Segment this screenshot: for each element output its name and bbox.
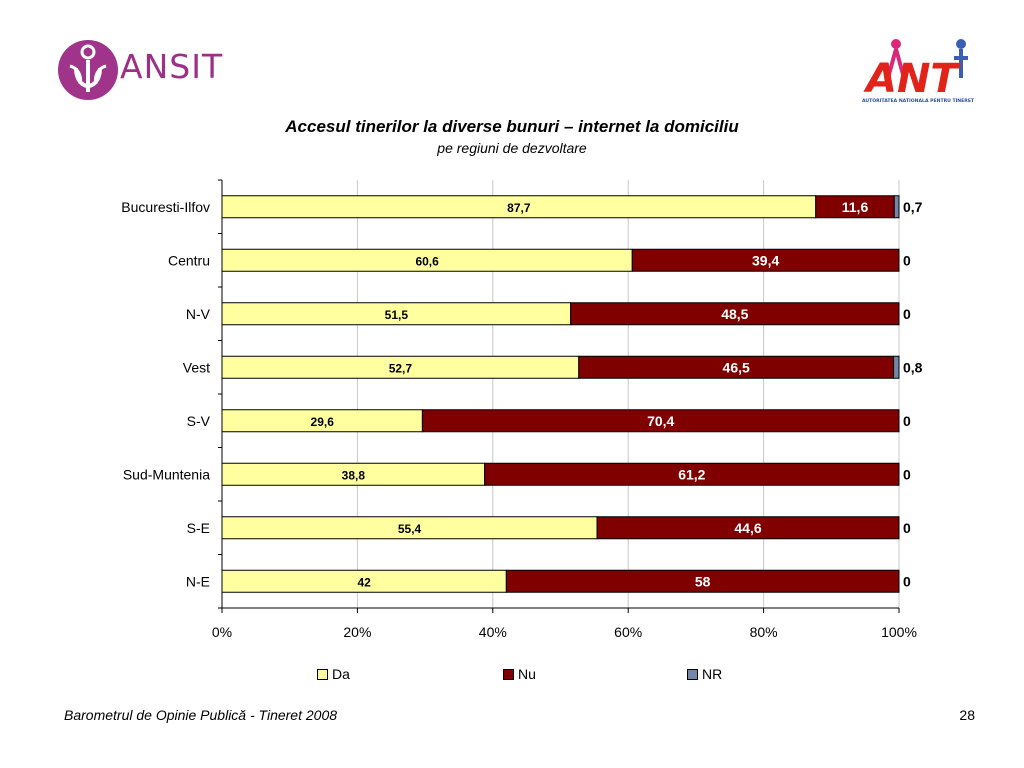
category-label: Sud-Muntenia: [123, 466, 210, 482]
bar-nu: [484, 462, 900, 486]
x-tick-label: 0%: [212, 624, 232, 640]
chart-title: Accesul tinerilor la diverse bunuri – in…: [285, 117, 739, 136]
data-label-nr: 0: [903, 252, 911, 268]
ant-logo-text: ANT: [863, 56, 960, 102]
data-label-da: 42: [357, 575, 371, 589]
data-label-da: 87,7: [507, 201, 531, 215]
legend-label-da: Da: [332, 666, 350, 682]
x-tick-label: 100%: [881, 624, 917, 640]
legend-nr: NR: [687, 666, 722, 682]
category-label: N-E: [186, 573, 210, 589]
data-label-da: 55,4: [398, 522, 422, 536]
chart-subtitle: pe regiuni de dezvoltare: [437, 140, 587, 156]
ant-logo: ANT AUTORITATEA NATIONALA PENTRU TINERET: [862, 39, 975, 104]
data-label-nu: 70,4: [647, 413, 674, 429]
data-label-nr: 0,8: [903, 359, 923, 375]
legend-swatch-da: [317, 668, 328, 680]
bar-nu: [631, 248, 900, 272]
x-tick-label: 80%: [750, 624, 778, 640]
data-label-da: 51,5: [385, 308, 409, 322]
data-label-da: 38,8: [342, 468, 366, 482]
footer-source: Barometrul de Opinie Publică - Tineret 2…: [64, 707, 338, 723]
legend-swatch-nu: [503, 668, 514, 680]
data-label-nu: 46,5: [723, 359, 750, 375]
legend-nu: Nu: [503, 666, 536, 682]
data-label-da: 60,6: [415, 254, 439, 268]
data-label-nu: 61,2: [678, 466, 705, 482]
ansit-logo: [58, 40, 118, 100]
x-tick-label: 20%: [343, 624, 371, 640]
category-label: Vest: [183, 359, 210, 375]
bar-nr: [893, 355, 900, 379]
ansit-logo-text: ANSIT: [120, 47, 224, 86]
category-label: Bucuresti-Ilfov: [121, 199, 210, 215]
page-number: 28: [959, 707, 975, 723]
data-label-nu: 39,4: [752, 252, 779, 268]
x-tick-label: 60%: [614, 624, 642, 640]
bar-nu: [421, 409, 900, 433]
data-label-nr: 0: [903, 413, 911, 429]
legend-swatch-nr: [687, 668, 698, 680]
data-label-nr: 0: [903, 466, 911, 482]
category-label: S-V: [187, 413, 211, 429]
ant-logo-caption: AUTORITATEA NATIONALA PENTRU TINERET: [862, 98, 975, 104]
data-label-nr: 0: [903, 573, 911, 589]
data-label-da: 29,6: [311, 415, 335, 429]
data-label-nr: 0: [903, 520, 911, 536]
legend-label-nu: Nu: [518, 666, 536, 682]
bar-nu: [596, 516, 900, 540]
data-label-nr: 0: [903, 306, 911, 322]
category-label: S-E: [187, 520, 210, 536]
bar-nu: [570, 302, 900, 326]
category-label: N-V: [186, 306, 211, 322]
data-label-nu: 58: [695, 573, 711, 589]
bar-nr: [893, 195, 900, 219]
legend-da: Da: [317, 666, 350, 682]
data-label-nr: 0,7: [903, 199, 923, 215]
bar-nu: [505, 569, 900, 593]
data-label-da: 52,7: [389, 361, 413, 375]
data-label-nu: 11,6: [842, 199, 869, 215]
data-label-nu: 48,5: [721, 306, 748, 322]
legend-label-nr: NR: [702, 666, 723, 682]
x-tick-label: 40%: [479, 624, 507, 640]
data-label-nu: 44,6: [734, 520, 761, 536]
category-label: Centru: [168, 252, 210, 268]
